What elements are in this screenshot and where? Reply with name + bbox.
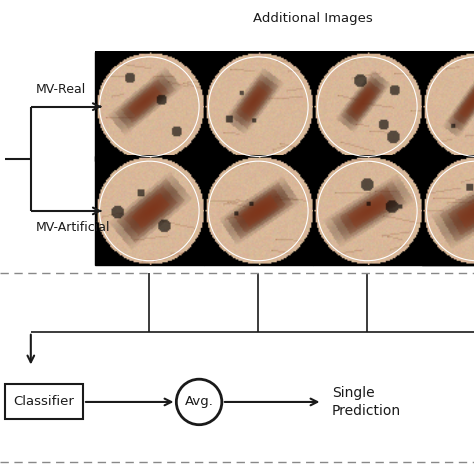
Text: MV-Artificial: MV-Artificial	[36, 221, 110, 234]
Bar	[204, 52, 313, 161]
Bar	[313, 156, 422, 265]
Bar	[422, 156, 474, 265]
Bar	[5, 384, 83, 419]
Text: Avg.: Avg.	[185, 395, 213, 409]
Bar	[422, 52, 474, 161]
Bar	[204, 156, 313, 265]
Bar	[422, 156, 474, 265]
Text: Additional Images: Additional Images	[253, 12, 373, 25]
Bar	[95, 52, 204, 161]
Text: Classifier: Classifier	[13, 395, 74, 408]
Circle shape	[176, 379, 222, 425]
Text: Single
Prediction: Single Prediction	[332, 386, 401, 418]
Text: MV-Real: MV-Real	[36, 83, 86, 96]
Bar	[95, 156, 204, 265]
Bar	[422, 52, 474, 161]
Bar	[313, 52, 422, 161]
